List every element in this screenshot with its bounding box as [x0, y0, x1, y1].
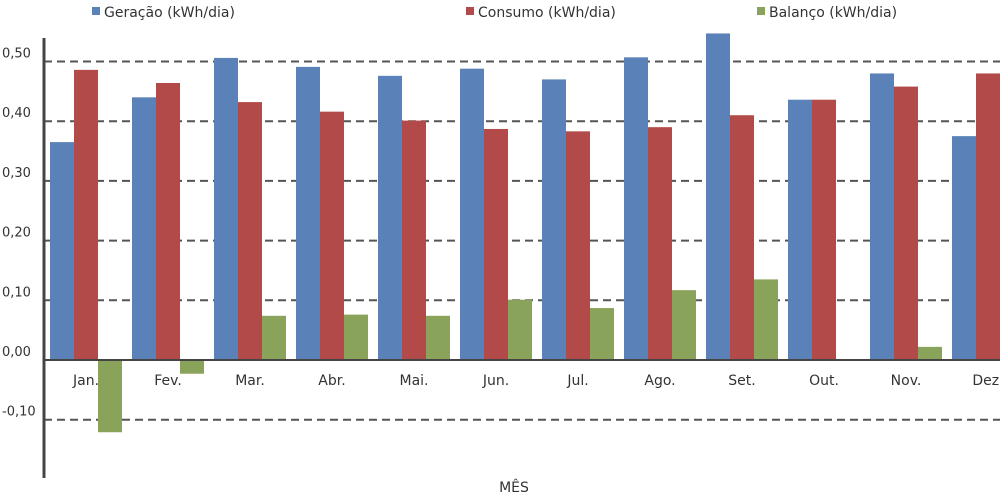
bar-geracao: [460, 68, 484, 360]
bar-consumo: [402, 120, 426, 360]
category-label: Ago.: [644, 373, 675, 389]
bar-consumo: [74, 69, 98, 360]
bar-balanco: [918, 346, 942, 360]
bar-geracao: [624, 57, 648, 361]
bar-balanco: [590, 308, 614, 360]
legend-label: Balanço (kWh/dia): [769, 5, 897, 21]
bar-balanco: [508, 299, 532, 360]
bar-consumo: [320, 111, 344, 360]
category-label: Jan.: [72, 373, 99, 389]
bar-geracao: [542, 79, 566, 360]
category-label: Fev.: [154, 373, 182, 389]
bar-balanco: [344, 314, 368, 360]
bar-geracao: [788, 99, 812, 360]
category-label: Mar.: [235, 373, 265, 389]
bar-balanco: [754, 279, 778, 360]
bar-geracao: [50, 142, 74, 360]
category-label: Jul.: [566, 373, 588, 389]
bar-balanco: [672, 290, 696, 360]
bar-geracao: [706, 33, 730, 360]
bars-layer: [50, 33, 1000, 433]
axis-layer: -0,10 0,00 0,10 0,20 0,30 0,40 0,50 Jan. Fev. Mar…: [2, 38, 1000, 478]
category-label: Out.: [809, 373, 839, 389]
bar-balanco: [262, 315, 286, 360]
legend: Geração (kWh/dia) Consumo (kWh/dia) Balanç…: [92, 5, 897, 21]
bar-consumo: [812, 99, 836, 360]
bar-balanco: [426, 315, 450, 360]
y-tick-label: 0,20: [2, 226, 31, 241]
category-label: Dez.: [972, 373, 1000, 389]
category-label: Abr.: [318, 373, 345, 389]
category-label: Set.: [728, 373, 755, 389]
bar-geracao: [296, 66, 320, 361]
bar-geracao: [870, 73, 894, 360]
bar-geracao: [952, 136, 976, 360]
bar-balanco: [180, 360, 204, 374]
bar-geracao: [214, 57, 238, 360]
bar-consumo: [976, 73, 1000, 360]
legend-swatch: [92, 7, 100, 15]
legend-swatch: [466, 7, 474, 15]
category-label: Nov.: [891, 373, 922, 389]
y-tick-label: 0,50: [2, 47, 31, 62]
bar-geracao: [378, 75, 402, 360]
bar-consumo: [648, 127, 672, 360]
legend-label: Consumo (kWh/dia): [478, 5, 616, 21]
bar-consumo: [894, 86, 918, 360]
bar-consumo: [484, 128, 508, 360]
legend-swatch: [757, 7, 765, 15]
category-label: Jun.: [482, 373, 509, 389]
bar-consumo: [156, 82, 180, 360]
bar-consumo: [566, 131, 590, 360]
bar-consumo: [238, 102, 262, 360]
y-tick-label: 0,00: [2, 345, 31, 360]
y-tick-label: 0,10: [2, 285, 31, 300]
category-label: Mai.: [400, 373, 429, 389]
y-tick-label: 0,30: [2, 166, 31, 181]
x-axis-title: MÊS: [499, 478, 529, 496]
legend-label: Geração (kWh/dia): [104, 5, 235, 21]
bar-geracao: [132, 97, 156, 360]
bar-balanco: [98, 360, 122, 433]
grid-layer: [44, 60, 1000, 421]
y-tick-label: -0,10: [2, 405, 36, 420]
y-tick-label: 0,40: [2, 106, 31, 121]
bar-consumo: [730, 115, 754, 360]
